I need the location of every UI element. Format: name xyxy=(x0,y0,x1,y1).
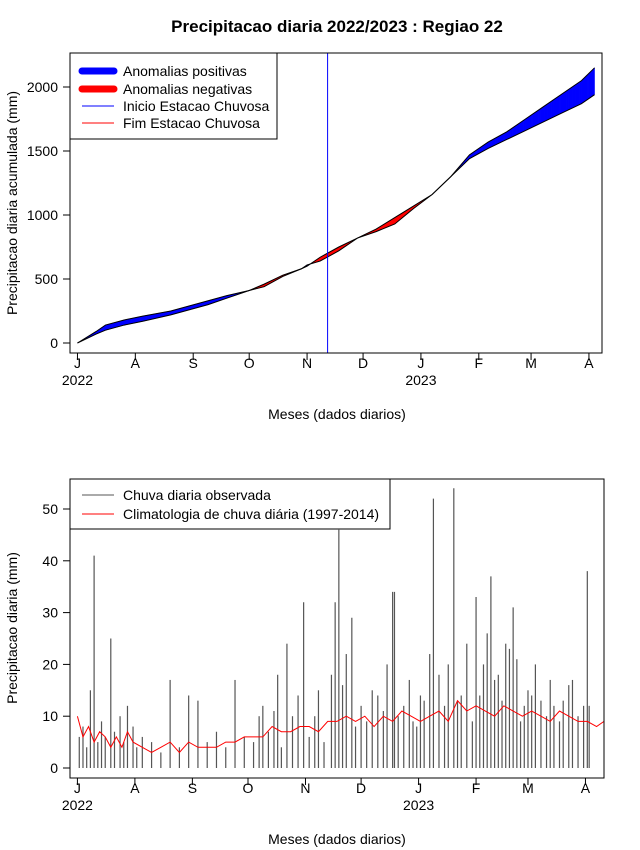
positive-anomaly-segment xyxy=(562,91,565,113)
legend-label-season-end: Fim Estacao Chuvosa xyxy=(123,115,260,131)
cumulative-y-tick-label: 2000 xyxy=(27,79,58,95)
positive-anomaly-segment xyxy=(528,114,532,130)
positive-anomaly-segment xyxy=(549,100,552,120)
cumulative-y-axis-label: Precipitacao diaria acumulada (mm) xyxy=(4,91,20,315)
cumulative-y-tick-label: 0 xyxy=(50,335,58,351)
cumulative-y-tick-label: 1500 xyxy=(27,143,58,159)
daily-y-tick-label: 10 xyxy=(42,708,58,724)
daily-month-label: A xyxy=(130,780,140,796)
daily-panel: 0 10 20 30 40 50 J A S O N D J F M A 2022 2023 Precipita… xyxy=(4,478,605,847)
daily-year-label: 2022 xyxy=(62,797,93,813)
cumulative-month-label: O xyxy=(244,355,255,371)
positive-anomaly-segment xyxy=(588,70,592,99)
figure-title: Precipitacao diaria 2022/2023 : Regiao 2… xyxy=(171,17,503,36)
daily-month-label: M xyxy=(522,780,534,796)
positive-anomaly-segment xyxy=(542,105,545,123)
positive-anomaly-segment xyxy=(564,90,567,113)
daily-month-label: J xyxy=(415,780,422,796)
daily-month-label: A xyxy=(581,780,591,796)
positive-anomaly-segment xyxy=(570,86,573,110)
daily-y-axis-label: Precipitacao diaria (mm) xyxy=(4,552,20,704)
cumulative-month-label: J xyxy=(417,355,424,371)
daily-month-label: S xyxy=(188,780,197,796)
cumulative-month-label: S xyxy=(189,355,198,371)
positive-anomaly-segment xyxy=(571,85,575,109)
cumulative-x-axis-label: Meses (dados diarios) xyxy=(268,406,406,422)
positive-anomaly-segment xyxy=(586,72,590,101)
positive-anomaly-segment xyxy=(538,108,541,125)
daily-month-label: O xyxy=(243,780,254,796)
positive-anomaly-segment xyxy=(566,89,569,112)
positive-anomaly-segment xyxy=(560,92,564,114)
positive-anomaly-segment xyxy=(519,121,522,134)
cumulative-y-tick-label: 500 xyxy=(35,271,59,287)
observed-cumulative-line xyxy=(77,67,595,344)
legend-label-season-start: Inicio Estacao Chuvosa xyxy=(123,98,270,114)
cumulative-legend: Anomalias positivas Anomalias negativas … xyxy=(69,52,278,140)
positive-anomaly-segment xyxy=(573,83,577,108)
positive-anomaly-segment xyxy=(590,69,593,98)
cumulative-legend-box xyxy=(69,52,278,140)
cumulative-month-label: A xyxy=(584,355,594,371)
cumulative-year-label: 2022 xyxy=(62,372,93,388)
positive-anomaly-segment xyxy=(575,82,578,107)
positive-anomaly-segment xyxy=(553,98,556,118)
cumulative-y-tick-label: 1000 xyxy=(27,207,58,223)
positive-anomaly-segment xyxy=(523,118,526,132)
daily-legend-box xyxy=(69,478,391,530)
cumulative-year-label: 2023 xyxy=(405,372,436,388)
positive-anomaly-segment xyxy=(579,80,582,105)
cumulative-month-label: F xyxy=(475,355,484,371)
cumulative-month-label: N xyxy=(302,355,312,371)
daily-x-axis-label: Meses (dados diarios) xyxy=(268,831,406,847)
daily-y-tick-label: 0 xyxy=(50,760,58,776)
positive-anomaly-segment xyxy=(540,107,543,124)
daily-y-tick-label: 20 xyxy=(42,656,58,672)
positive-anomaly-segment xyxy=(555,96,558,117)
positive-anomaly-segment xyxy=(583,76,586,103)
positive-anomaly-segment xyxy=(532,112,536,128)
cumulative-month-label: A xyxy=(131,355,141,371)
legend-label-observed: Chuva diaria observada xyxy=(123,487,271,503)
positive-anomaly-segment xyxy=(558,94,562,115)
legend-label-climatology: Climatologia de chuva diária (1997-2014) xyxy=(123,506,379,522)
daily-y-tick-label: 40 xyxy=(42,553,58,569)
positive-anomaly-segment xyxy=(577,81,580,106)
daily-month-label: N xyxy=(300,780,310,796)
positive-anomaly-segment xyxy=(592,67,595,97)
cumulative-month-label: D xyxy=(358,355,368,371)
legend-label-negative: Anomalias negativas xyxy=(123,81,252,97)
daily-legend: Chuva diaria observada Climatologia de c… xyxy=(69,478,391,530)
positive-anomaly-segment xyxy=(556,95,560,116)
positive-anomaly-segment xyxy=(534,110,537,127)
daily-y-tick-label: 50 xyxy=(42,501,58,517)
positive-anomaly-segment xyxy=(545,103,549,122)
cumulative-panel: 0 500 1000 1500 2000 J A S O N D J F M A 2022 2023 Prec… xyxy=(4,52,603,422)
climatology-line xyxy=(76,699,605,754)
daily-month-label: D xyxy=(356,780,366,796)
positive-anomaly-segment xyxy=(525,117,528,131)
legend-label-positive: Anomalias positivas xyxy=(123,63,247,79)
daily-month-label: F xyxy=(472,780,481,796)
positive-anomaly-segment xyxy=(584,74,588,102)
cumulative-month-label: J xyxy=(74,355,81,371)
positive-anomaly-segment xyxy=(551,99,554,119)
daily-y-tick-label: 30 xyxy=(42,605,58,621)
cumulative-plot-frame xyxy=(69,52,603,354)
positive-anomaly-segment xyxy=(547,101,550,121)
cumulative-month-label: M xyxy=(525,355,537,371)
daily-year-label: 2023 xyxy=(403,797,434,813)
daily-month-label: J xyxy=(74,780,81,796)
positive-anomaly-segment xyxy=(527,115,530,131)
positive-anomaly-segment xyxy=(543,104,547,122)
positive-anomaly-segment xyxy=(530,113,534,129)
positive-anomaly-segment xyxy=(521,119,524,133)
positive-anomaly-segment xyxy=(536,109,539,126)
positive-anomaly-segment xyxy=(581,78,584,105)
positive-anomaly-segment xyxy=(568,87,571,111)
climatology-cumulative-line xyxy=(77,94,595,344)
